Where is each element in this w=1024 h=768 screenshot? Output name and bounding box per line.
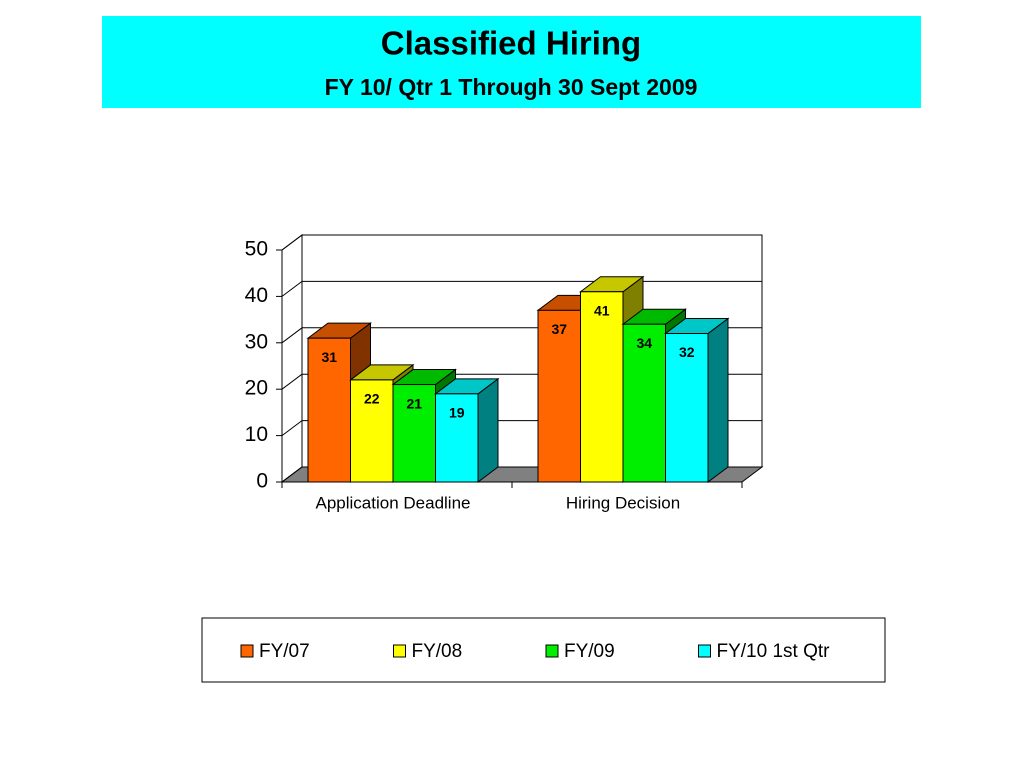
- legend-box: [201, 617, 886, 683]
- legend-label: FY/07: [259, 641, 310, 662]
- data-label: 34: [636, 335, 652, 351]
- grid-line: [281, 466, 303, 483]
- legend-label: FY/08: [412, 641, 463, 662]
- y-tick-label: 40: [245, 284, 268, 307]
- grid-line: [281, 280, 303, 297]
- data-label: 32: [679, 344, 695, 360]
- y-tick-label: 30: [245, 330, 268, 353]
- data-label: 41: [594, 302, 610, 318]
- grid-line: [281, 234, 303, 251]
- bar: [307, 337, 351, 483]
- y-tick-label: 50: [245, 238, 268, 261]
- legend-swatch: [698, 644, 711, 658]
- legend-swatch: [545, 644, 559, 658]
- bar: [350, 379, 394, 483]
- side-wall: [281, 234, 303, 483]
- data-label: 31: [321, 349, 337, 365]
- grid-line: [281, 327, 303, 344]
- legend-swatch: [240, 644, 254, 658]
- y-tick-label: 0: [256, 470, 268, 493]
- grid-line: [281, 373, 303, 390]
- bar: [435, 393, 479, 483]
- chart-subtitle: FY 10/ Qtr 1 Through 30 Sept 2009: [325, 74, 698, 100]
- y-tick-label: 20: [245, 377, 268, 400]
- bar-side: [707, 317, 729, 483]
- data-label: 19: [449, 405, 465, 421]
- legend-label: FY/10 1st Qtr: [717, 641, 831, 662]
- bar: [537, 309, 581, 483]
- bar: [665, 333, 709, 483]
- y-tick-label: 10: [245, 423, 268, 446]
- legend-swatch: [393, 644, 406, 658]
- bar: [392, 384, 436, 483]
- x-tick-label: Hiring Decision: [566, 493, 680, 512]
- data-label: 21: [406, 395, 422, 411]
- chart-title: Classified Hiring: [381, 25, 641, 62]
- bar: [580, 291, 624, 483]
- x-tick-label: Application Deadline: [316, 493, 471, 512]
- grid-line: [281, 420, 303, 437]
- legend-label: FY/09: [564, 641, 615, 662]
- data-label: 22: [364, 391, 380, 407]
- data-label: 37: [551, 321, 567, 337]
- title-box: [102, 16, 921, 108]
- bar-side: [477, 377, 499, 483]
